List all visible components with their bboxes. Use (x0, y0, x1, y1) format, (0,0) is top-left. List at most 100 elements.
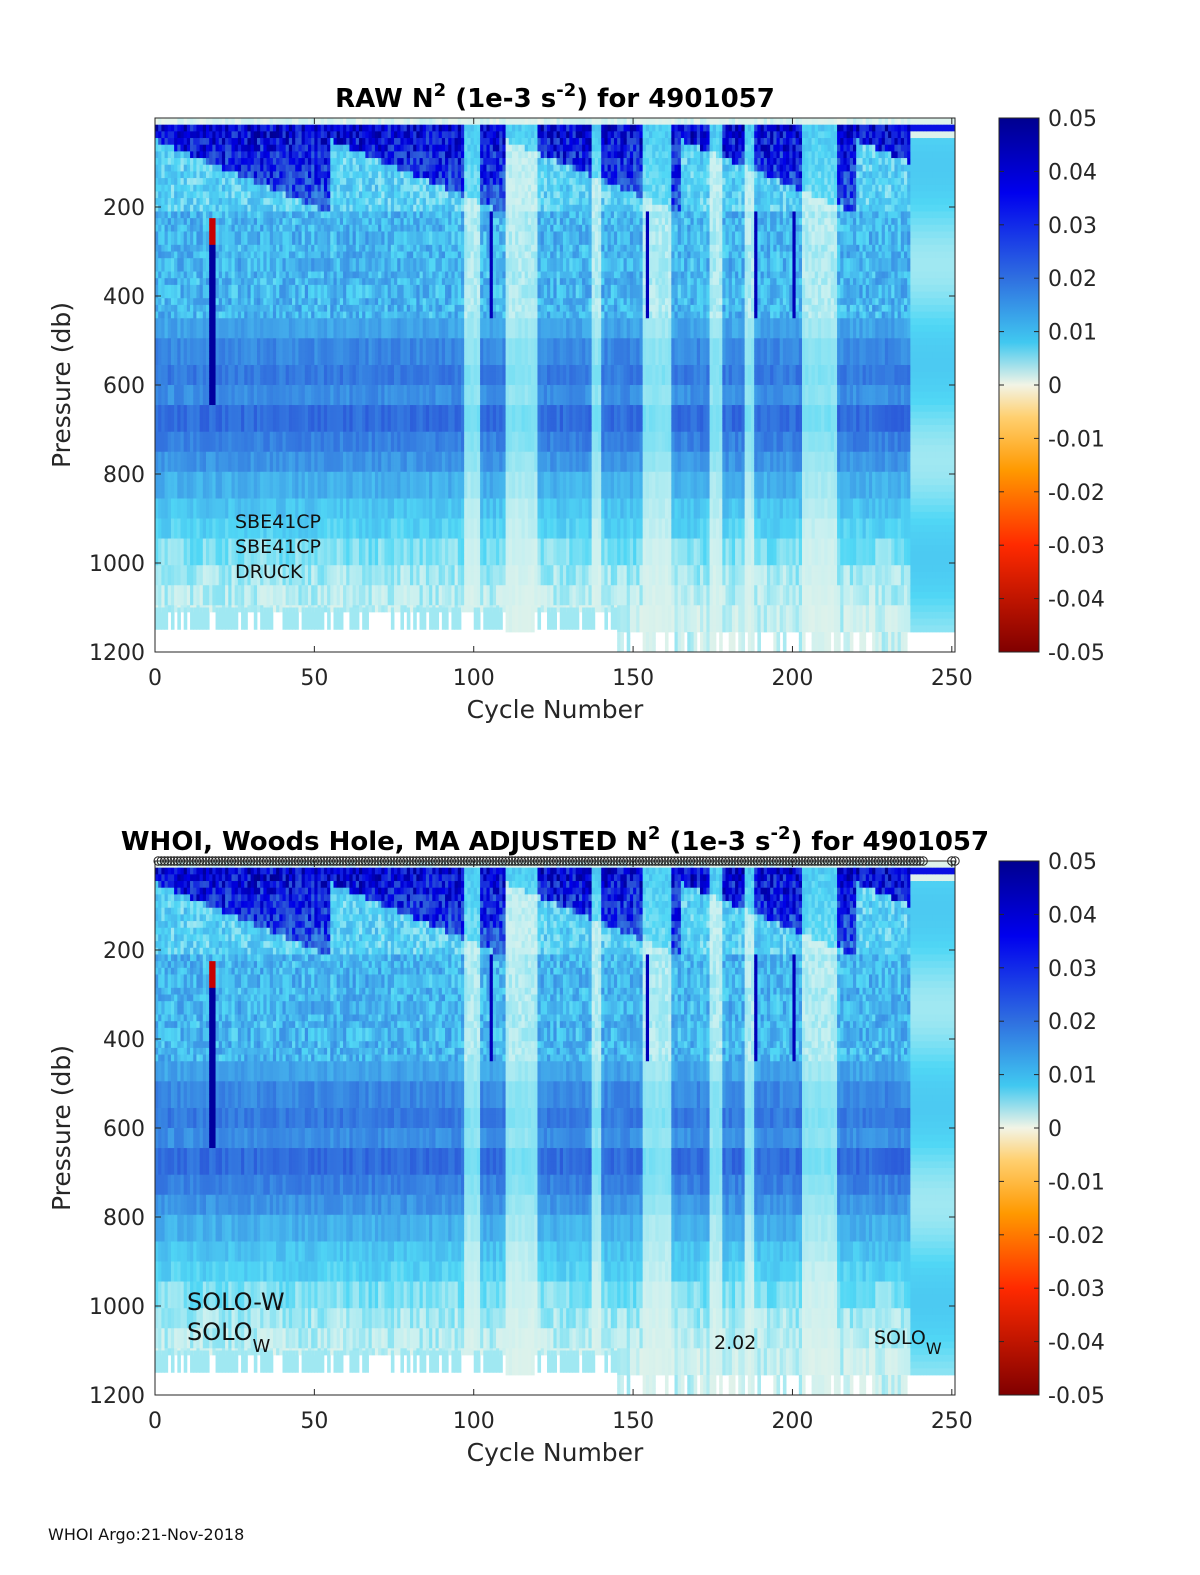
heatmap-cell (193, 118, 197, 126)
heatmap-cell (304, 198, 309, 206)
heatmap-cell (279, 385, 283, 393)
heatmap-cell (231, 591, 236, 599)
heatmap-cell (231, 338, 236, 346)
heatmap-cell (256, 278, 261, 286)
heatmap-cell (282, 344, 287, 353)
heatmap-cell (320, 211, 325, 219)
heatmap-cell (311, 124, 315, 132)
heatmap-cell (352, 144, 357, 152)
heatmap-cell (256, 391, 261, 399)
heatmap-cell (170, 491, 175, 499)
heatmap-cell (263, 191, 267, 199)
heatmap-cell (202, 518, 207, 526)
heatmap-cell (279, 178, 283, 186)
heatmap-cell (225, 151, 229, 159)
heatmap-cell (193, 244, 197, 252)
heatmap-cell (206, 398, 210, 406)
heatmap-cell (279, 291, 283, 299)
heatmap-cell (209, 571, 213, 579)
heatmap-cell (320, 598, 325, 606)
heatmap-cell (199, 571, 204, 579)
heatmap-cell (285, 358, 290, 366)
heatmap-cell (206, 198, 210, 206)
heatmap-cell (311, 431, 315, 439)
heatmap-cell (330, 538, 334, 546)
heatmap-cell (336, 198, 341, 206)
heatmap-cell (323, 385, 328, 393)
heatmap-cell (358, 278, 363, 286)
heatmap-cell (301, 138, 306, 146)
heatmap-cell (343, 458, 347, 466)
heatmap-cell (244, 511, 248, 519)
heatmap-cell (272, 451, 277, 459)
heatmap-cell (253, 231, 258, 239)
heatmap-cell (272, 158, 277, 166)
title-part: ) for 4901057 (576, 84, 775, 114)
heatmap-cell (234, 324, 239, 333)
heatmap-cell (180, 184, 185, 192)
heatmap-cell (282, 358, 287, 366)
heatmap-cell (170, 551, 175, 559)
heatmap-cell (190, 204, 194, 212)
heatmap-cell (237, 405, 242, 413)
heatmap-cell (343, 271, 347, 279)
heatmap-cell (167, 278, 172, 286)
heatmap-cell (333, 291, 338, 299)
heatmap-cell (155, 158, 159, 166)
heatmap-cell (190, 238, 194, 246)
heatmap-cell (279, 458, 283, 466)
heatmap-cell (225, 318, 229, 326)
heatmap-cell (330, 144, 334, 152)
heatmap-cell (196, 258, 201, 266)
heatmap-cell (196, 458, 201, 466)
heatmap-cell (196, 184, 201, 192)
heatmap-cell (317, 351, 322, 359)
heatmap-cell (339, 465, 344, 473)
heatmap-cell (170, 471, 175, 479)
heatmap-cell (346, 371, 350, 379)
heatmap-cell (247, 371, 252, 379)
heatmap-cell (237, 505, 242, 513)
heatmap-cell (231, 411, 236, 419)
heatmap-cell (221, 425, 226, 433)
heatmap-cell (170, 311, 175, 319)
heatmap-cell (215, 478, 220, 486)
heatmap-cell (355, 491, 360, 499)
heatmap-cell (362, 144, 366, 152)
heatmap-cell (365, 264, 369, 272)
heatmap-cell (221, 231, 226, 239)
heatmap-cell (241, 271, 245, 279)
heatmap-cell (330, 385, 334, 393)
heatmap-cell (349, 558, 354, 566)
heatmap-cell (209, 144, 213, 152)
heatmap-cell (161, 398, 165, 406)
heatmap-cell (158, 438, 162, 446)
heatmap-cell (272, 244, 277, 252)
heatmap-cell (336, 364, 341, 373)
heatmap-cell (167, 425, 172, 433)
heatmap-cell (301, 204, 306, 212)
heatmap-cell (234, 371, 239, 379)
heatmap-cell (343, 565, 347, 573)
heatmap-cell (323, 118, 328, 126)
heatmap-cell (234, 271, 239, 279)
heatmap-cell (292, 151, 296, 159)
heatmap-cell (365, 311, 369, 319)
heatmap-cell (339, 244, 344, 252)
heatmap-cell (221, 518, 226, 526)
heatmap-cell (190, 458, 194, 466)
heatmap-cell (260, 364, 264, 373)
heatmap-cell (202, 251, 207, 259)
heatmap-cell (225, 385, 229, 393)
heatmap-cell (317, 418, 322, 426)
heatmap-cell (298, 191, 303, 199)
heatmap-cell (196, 291, 201, 299)
heatmap-cell (301, 465, 306, 473)
heatmap-cell (292, 191, 296, 199)
heatmap-cell (304, 445, 309, 453)
heatmap-cell (250, 364, 255, 373)
heatmap-cell (190, 405, 194, 413)
heatmap-cell (212, 545, 216, 553)
heatmap-cell (298, 598, 303, 606)
heatmap-cell (304, 607, 309, 630)
